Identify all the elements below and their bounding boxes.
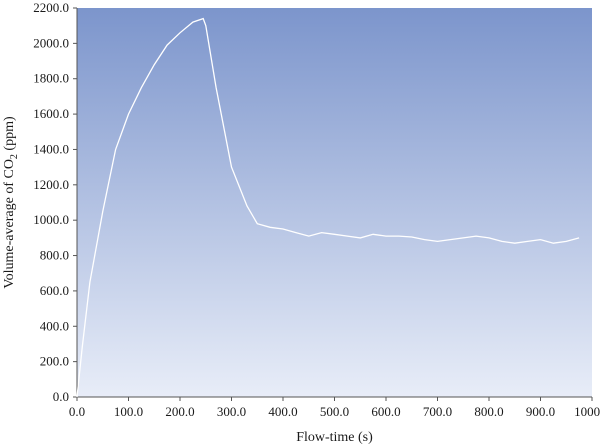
y-tick-label: 1600.0 [33, 106, 69, 121]
y-tick-label: 800.0 [40, 248, 69, 263]
y-tick-label: 1400.0 [33, 141, 69, 156]
x-tick-label: 900.0 [526, 404, 555, 419]
x-tick-label: 300.0 [217, 404, 246, 419]
y-tick-label: 1800.0 [33, 71, 69, 86]
series-line-co2 [76, 17, 580, 398]
y-tick-label: 200.0 [40, 354, 69, 369]
x-tick-label: 1000.0 [574, 404, 600, 419]
y-axis-title-suffix: (ppm) [2, 116, 17, 154]
y-axis-title-subscript: 2 [9, 154, 20, 159]
x-tick-label: 200.0 [165, 404, 194, 419]
y-axis-ticks: 0.0 200.0 400.0 600.0 800.0 1000.0 1200.0 1400.… [33, 0, 77, 404]
y-tick-label: 1000.0 [33, 212, 69, 227]
y-axis-title: Volume-average of CO2 (ppm) [2, 116, 20, 289]
plot-background [77, 8, 592, 397]
y-tick-label: 600.0 [40, 283, 69, 298]
y-tick-label: 2200.0 [33, 0, 69, 15]
x-tick-label: 0.0 [69, 404, 85, 419]
y-tick-label: 0.0 [53, 389, 69, 404]
y-axis-title-prefix: Volume-average of CO [2, 159, 17, 289]
x-tick-label: 100.0 [114, 404, 143, 419]
x-tick-label: 800.0 [474, 404, 503, 419]
x-tick-label: 600.0 [371, 404, 400, 419]
y-tick-label: 1200.0 [33, 177, 69, 192]
y-tick-label: 400.0 [40, 318, 69, 333]
x-axis-title: Flow-time (s) [296, 430, 373, 445]
x-tick-label: 500.0 [320, 404, 349, 419]
x-tick-label: 700.0 [423, 404, 452, 419]
y-tick-label: 2000.0 [33, 35, 69, 50]
x-tick-label: 400.0 [268, 404, 297, 419]
x-axis-ticks: 0.0 100.0 200.0 300.0 400.0 500.0 600.0 700.0 80… [69, 397, 600, 419]
